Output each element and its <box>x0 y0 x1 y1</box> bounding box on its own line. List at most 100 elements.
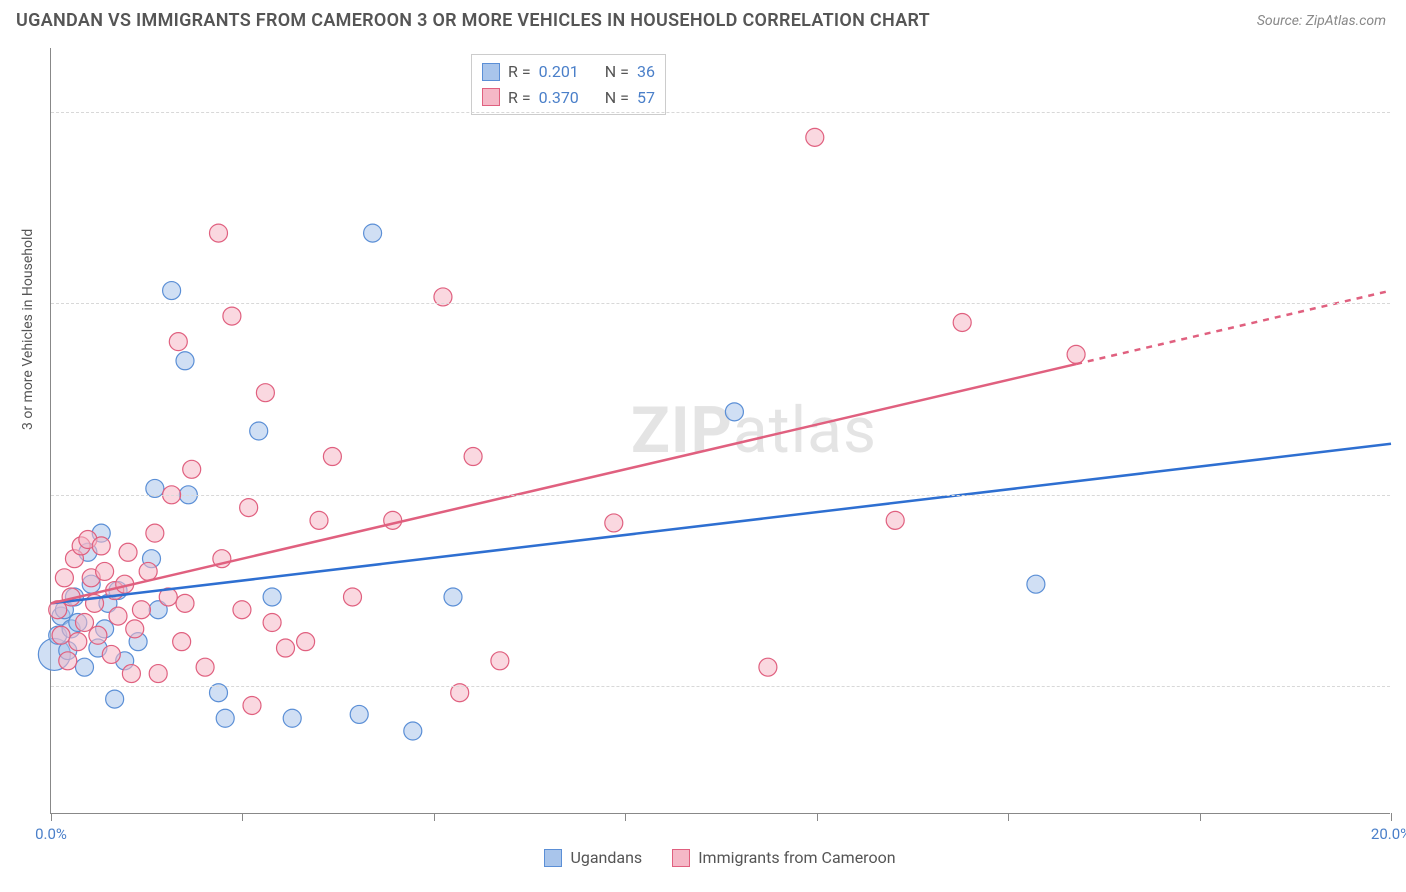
data-point <box>297 633 315 651</box>
x-tick-label: 0.0% <box>35 825 67 843</box>
source-attribution: Source: ZipAtlas.com <box>1257 13 1386 29</box>
data-point <box>163 282 181 300</box>
x-tick <box>1008 813 1009 821</box>
data-point <box>122 665 140 683</box>
data-point <box>183 460 201 478</box>
legend-n-value: 57 <box>637 85 655 111</box>
data-point <box>106 690 124 708</box>
y-axis-label: 3 or more Vehicles in Household <box>20 229 36 430</box>
data-point <box>173 633 191 651</box>
data-point <box>277 639 295 657</box>
data-point <box>605 514 623 532</box>
data-point <box>384 511 402 529</box>
data-point <box>176 352 194 370</box>
x-tick <box>625 813 626 821</box>
legend-n-label: N = <box>605 59 629 85</box>
legend-swatch <box>482 88 500 106</box>
plot-area: ZIPatlas R =0.201N =36R =0.370N =57 15.0… <box>50 48 1390 814</box>
trend-line <box>51 364 1076 603</box>
legend-r-label: R = <box>508 85 531 111</box>
data-point <box>759 658 777 676</box>
legend-label: Immigrants from Cameroon <box>698 848 895 867</box>
legend-n-value: 36 <box>637 59 655 85</box>
data-point <box>76 658 94 676</box>
legend-r-label: R = <box>508 59 531 85</box>
data-point <box>216 709 234 727</box>
data-point <box>176 594 194 612</box>
data-point <box>491 652 509 670</box>
series-legend: Ugandans Immigrants from Cameroon <box>50 848 1390 867</box>
data-point <box>233 601 251 619</box>
data-point <box>139 562 157 580</box>
data-point <box>89 626 107 644</box>
data-point <box>725 403 743 421</box>
data-point <box>344 588 362 606</box>
gridline <box>51 686 1390 687</box>
data-point <box>886 511 904 529</box>
data-point <box>149 665 167 683</box>
data-point <box>76 614 94 632</box>
data-point <box>1027 575 1045 593</box>
data-point <box>1067 345 1085 363</box>
data-point <box>102 645 120 663</box>
legend-swatch <box>482 63 500 81</box>
data-point <box>444 588 462 606</box>
chart-header: UGANDAN VS IMMIGRANTS FROM CAMEROON 3 OR… <box>0 0 1406 39</box>
legend-r-value: 0.201 <box>539 59 579 85</box>
data-point <box>464 448 482 466</box>
legend-swatch <box>672 849 690 867</box>
legend-item: Immigrants from Cameroon <box>672 848 895 867</box>
legend-label: Ugandans <box>570 848 642 867</box>
x-tick <box>1391 813 1392 821</box>
legend-row: R = 0.370 N = 57 <box>482 85 655 111</box>
data-point <box>126 620 144 638</box>
data-point <box>52 626 70 644</box>
correlation-legend: R = 0.201 N = 36 R = 0.370 N = 57 <box>471 54 666 115</box>
legend-row: R = 0.201 N = 36 <box>482 59 655 85</box>
data-point <box>256 384 274 402</box>
x-tick <box>817 813 818 821</box>
data-point <box>223 307 241 325</box>
x-tick <box>434 813 435 821</box>
x-tick-label: 20.0% <box>1371 825 1406 843</box>
legend-r-value: 0.370 <box>539 85 579 111</box>
data-point <box>55 569 73 587</box>
trend-line-dashed <box>1076 291 1391 365</box>
trend-line <box>51 444 1391 604</box>
data-point <box>404 722 422 740</box>
data-point <box>250 422 268 440</box>
data-point <box>263 588 281 606</box>
data-point <box>119 543 137 561</box>
legend-swatch <box>544 849 562 867</box>
data-point <box>243 696 261 714</box>
data-point <box>953 313 971 331</box>
data-point <box>96 562 114 580</box>
data-point <box>364 224 382 242</box>
scatter-svg <box>51 48 1390 813</box>
data-point <box>323 448 341 466</box>
data-point <box>263 614 281 632</box>
data-point <box>146 524 164 542</box>
x-tick <box>242 813 243 821</box>
data-point <box>132 601 150 619</box>
gridline <box>51 303 1390 304</box>
x-tick <box>1200 813 1201 821</box>
data-point <box>59 652 77 670</box>
data-point <box>210 224 228 242</box>
x-tick <box>51 813 52 821</box>
data-point <box>169 333 187 351</box>
data-point <box>240 499 258 517</box>
data-point <box>806 128 824 146</box>
data-point <box>109 607 127 625</box>
data-point <box>92 537 110 555</box>
data-point <box>310 511 328 529</box>
data-point <box>69 633 87 651</box>
chart-title: UGANDAN VS IMMIGRANTS FROM CAMEROON 3 OR… <box>16 10 930 31</box>
data-point <box>283 709 301 727</box>
legend-item: Ugandans <box>544 848 642 867</box>
legend-n-label: N = <box>605 85 629 111</box>
data-point <box>350 705 368 723</box>
gridline <box>51 495 1390 496</box>
gridline <box>51 112 1390 113</box>
data-point <box>196 658 214 676</box>
